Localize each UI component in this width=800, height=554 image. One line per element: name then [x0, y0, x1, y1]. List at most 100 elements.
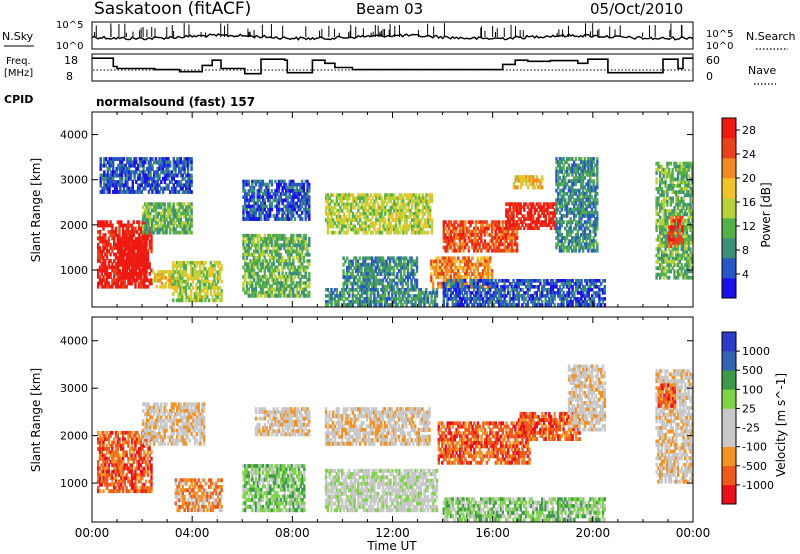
- data-cell: [274, 179, 277, 184]
- data-cell: [109, 252, 112, 257]
- data-cell: [120, 163, 124, 168]
- data-cell: [129, 242, 132, 247]
- data-cell: [140, 259, 143, 264]
- data-cell: [519, 208, 522, 212]
- data-cell: [172, 163, 175, 168]
- data-cell: [163, 205, 166, 210]
- data-cell: [281, 265, 284, 270]
- data-cell: [480, 259, 483, 264]
- data-cell: [456, 248, 460, 253]
- data-cell: [190, 208, 193, 213]
- data-cell: [290, 179, 293, 184]
- data-cell: [474, 233, 478, 237]
- data-cell: [127, 233, 130, 237]
- data-cell: [117, 183, 120, 188]
- data-cell: [177, 170, 181, 175]
- data-cell: [121, 281, 125, 286]
- data-cell: [123, 223, 127, 228]
- data-cell: [430, 259, 433, 264]
- data-cell: [371, 212, 374, 216]
- data-cell: [535, 182, 539, 186]
- data-cell: [565, 201, 569, 206]
- data-cell: [503, 236, 506, 240]
- data-cell: [274, 249, 277, 254]
- data-cell: [103, 176, 106, 181]
- data-cell: [564, 245, 567, 250]
- data-cell: [555, 226, 558, 231]
- data-cell: [346, 281, 349, 286]
- data-cell: [202, 270, 205, 274]
- data-cell: [301, 262, 304, 267]
- data-cell: [247, 268, 250, 273]
- data-cell: [351, 224, 355, 229]
- data-cell: [394, 227, 398, 232]
- data-cell: [489, 233, 492, 237]
- data-cell: [295, 281, 298, 286]
- data-cell: [148, 242, 151, 247]
- data-cell: [384, 208, 387, 213]
- data-cell: [330, 208, 333, 213]
- data-cell: [285, 262, 288, 267]
- data-cell: [403, 205, 407, 210]
- data-cell: [444, 275, 447, 280]
- data-cell: [279, 182, 282, 187]
- data-cell: [98, 281, 102, 286]
- data-cell: [252, 249, 256, 254]
- data-cell: [420, 218, 423, 222]
- data-cell: [199, 279, 202, 284]
- data-cell: [186, 227, 190, 232]
- data-cell: [474, 248, 478, 253]
- data-cell: [276, 201, 279, 206]
- data-cell: [173, 289, 177, 293]
- data-cell: [453, 278, 456, 283]
- data-cell: [455, 275, 458, 280]
- data-cell: [592, 160, 595, 165]
- data-cell: [515, 205, 519, 209]
- data-cell: [414, 284, 417, 289]
- data-cell: [396, 227, 400, 232]
- data-cell: [435, 272, 438, 276]
- data-cell: [263, 271, 266, 276]
- data-cell: [172, 208, 175, 213]
- data-cell: [265, 278, 268, 282]
- data-cell: [328, 297, 331, 301]
- data-cell: [471, 256, 474, 261]
- data-cell: [190, 157, 193, 161]
- data-cell: [186, 186, 190, 191]
- data-cell: [384, 196, 387, 201]
- data-cell: [113, 173, 117, 178]
- data-cell: [141, 239, 144, 244]
- data-cell: [355, 294, 358, 298]
- data-cell: [421, 224, 425, 229]
- data-cell: [530, 205, 533, 209]
- data-cell: [519, 226, 522, 230]
- data-cell: [133, 266, 136, 270]
- data-cell: [163, 202, 166, 207]
- data-cell: [465, 275, 469, 280]
- data-cell: [156, 180, 159, 184]
- data-cell: [168, 282, 171, 286]
- data-cell: [177, 214, 181, 219]
- data-cell: [330, 218, 333, 222]
- data-cell: [268, 268, 272, 273]
- data-cell: [299, 192, 302, 196]
- data-cell: [304, 268, 307, 273]
- data-cell: [158, 176, 161, 181]
- data-cell: [136, 275, 139, 280]
- data-cell: [133, 173, 136, 178]
- data-cell: [335, 224, 339, 229]
- data-cell: [204, 273, 207, 278]
- data-cell: [385, 262, 388, 267]
- data-cell: [378, 272, 381, 276]
- data-cell: [485, 223, 488, 228]
- data-cell: [414, 281, 417, 286]
- data-cell: [120, 275, 123, 280]
- data-cell: [251, 287, 254, 292]
- data-cell: [514, 185, 517, 190]
- data-cell: [181, 230, 184, 235]
- data-cell: [382, 227, 385, 232]
- data-cell: [415, 278, 419, 283]
- data-cell: [145, 233, 148, 238]
- data-cell: [416, 297, 419, 301]
- data-cell: [149, 160, 152, 165]
